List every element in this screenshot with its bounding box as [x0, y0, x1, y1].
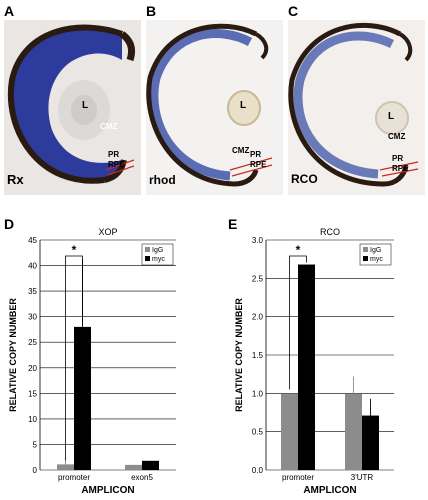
legend-swatch — [145, 256, 150, 261]
y-axis-label: RELATIVE COPY NUMBER — [8, 298, 18, 412]
y-tick-label: 20 — [28, 364, 37, 373]
y-tick-label: 5 — [33, 440, 38, 449]
panel-c-letter: C — [288, 3, 299, 19]
legend-swatch — [363, 256, 368, 261]
bar-igg — [281, 393, 298, 470]
y-tick-label: 15 — [28, 389, 37, 398]
y-tick-label: 0.5 — [252, 428, 264, 437]
rco-chip-bar-chart: RCO 0.0 0.5 1.0 1.5 2.0 2.5 3.0 RELATIVE COPY NU… — [234, 227, 394, 496]
panel-d-letter: D — [4, 216, 15, 232]
legend-label-igg: IgG — [370, 247, 381, 254]
bar-myc — [142, 460, 159, 470]
legend-label-igg: IgG — [152, 247, 163, 254]
bar-myc — [362, 415, 379, 470]
bar-myc — [298, 264, 315, 470]
significance-star: * — [296, 243, 301, 257]
cmz-label-c: CMZ — [388, 132, 406, 141]
lens-label-a: L — [82, 100, 89, 111]
y-tick-label: 10 — [28, 415, 37, 424]
y-tick-label: 30 — [28, 313, 37, 322]
bar-igg — [125, 464, 142, 470]
chart-title: RCO — [320, 227, 340, 237]
rpe-label-b: RPE — [250, 160, 267, 169]
rx-retina-micrograph: L CMZ PR RPE Rx — [4, 20, 141, 195]
rpe-label-a: RPE — [108, 160, 125, 169]
legend-label-myc: myc — [152, 256, 165, 263]
y-tick-label: 35 — [28, 287, 37, 296]
y-axis-label: RELATIVE COPY NUMBER — [234, 298, 244, 412]
cmz-label-b: CMZ — [232, 146, 250, 155]
stain-label-rx: Rx — [7, 172, 24, 187]
y-tick-label: 2.0 — [252, 313, 264, 322]
rpe-label-c: RPE — [392, 164, 409, 173]
bar-igg — [57, 464, 74, 470]
rhod-retina-micrograph: L CMZ PR RPE rhod — [146, 20, 283, 195]
bar-myc — [74, 326, 91, 470]
lens-label-c: L — [388, 111, 395, 122]
stain-label-rco: RCO — [291, 172, 318, 186]
bar-igg — [345, 393, 362, 470]
x-tick-label: promoter — [58, 473, 90, 482]
chart-title: XOP — [98, 227, 117, 237]
x-axis-label: AMPLICON — [81, 485, 134, 496]
y-tick-label: 2.5 — [252, 274, 264, 283]
legend-swatch — [145, 247, 150, 252]
y-tick-label: 1.0 — [252, 389, 264, 398]
pr-label-c: PR — [392, 154, 404, 163]
xop-chip-bar-chart: XOP 0 5 10 15 20 25 30 35 40 45 RELATIVE COPY NUMBE… — [8, 227, 176, 496]
legend-label-myc: myc — [370, 256, 383, 263]
panel-b-letter: B — [146, 3, 157, 19]
y-tick-label: 0 — [33, 466, 38, 475]
cmz-label-a: CMZ — [100, 122, 118, 131]
rco-retina-micrograph: L CMZ PR RPE RCO — [288, 20, 425, 195]
y-tick-label: 3.0 — [252, 236, 264, 245]
panel-e-letter: E — [228, 216, 238, 232]
panel-a-letter: A — [4, 3, 15, 19]
y-tick-label: 25 — [28, 338, 37, 347]
pr-label-b: PR — [250, 150, 262, 159]
y-tick-label: 1.5 — [252, 351, 264, 360]
x-axis-label: AMPLICON — [303, 485, 356, 496]
y-tick-label: 40 — [28, 262, 37, 271]
y-tick-label: 0.0 — [252, 466, 264, 475]
legend-swatch — [363, 247, 368, 252]
significance-star: * — [72, 243, 77, 257]
lens-label-b: L — [240, 100, 247, 111]
significance-bracket — [65, 255, 83, 461]
x-tick-label: 3'UTR — [351, 473, 374, 482]
stain-label-rhod: rhod — [149, 173, 176, 187]
y-tick-label: 45 — [28, 236, 37, 245]
significance-bracket — [289, 255, 307, 390]
x-tick-label: promoter — [282, 473, 314, 482]
pr-label-a: PR — [108, 150, 120, 159]
x-tick-label: exon5 — [131, 473, 153, 482]
